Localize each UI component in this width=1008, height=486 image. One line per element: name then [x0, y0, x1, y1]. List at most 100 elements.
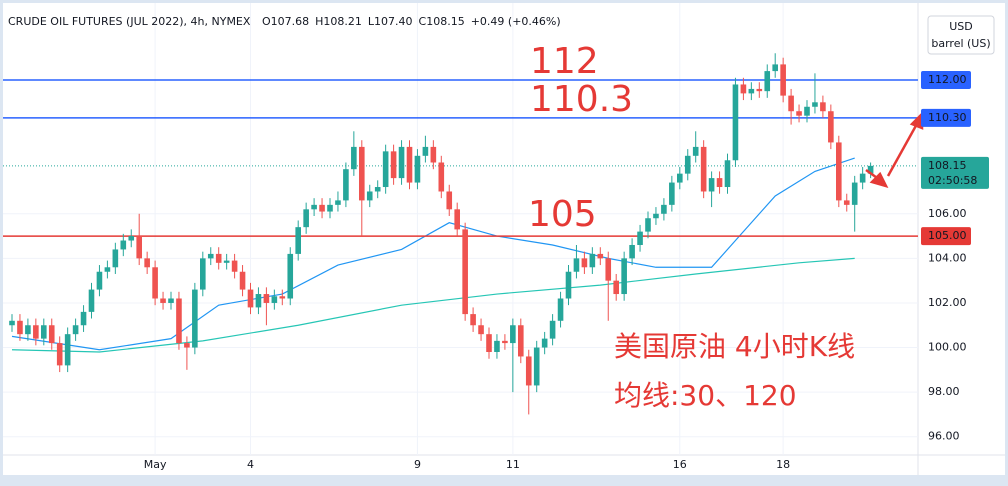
- candle-body: [525, 356, 532, 386]
- price-badge-label: 105.00: [928, 229, 967, 242]
- candle-body: [589, 253, 596, 268]
- candle-body: [311, 204, 317, 210]
- candle-body: [88, 289, 95, 312]
- candle-body: [359, 146, 365, 201]
- candle-body: [764, 71, 771, 92]
- y-tick-label: 106.00: [928, 207, 967, 220]
- candle-body: [510, 325, 516, 344]
- candle-body: [549, 320, 556, 339]
- candle-body: [382, 151, 389, 188]
- y-tick-label: 96.00: [928, 430, 960, 443]
- candle-body: [692, 146, 699, 156]
- candle-body: [462, 229, 468, 315]
- moving-average: [11, 257, 855, 353]
- candle-body: [637, 231, 643, 245]
- ohlc-value: L107.40: [368, 15, 413, 28]
- candle-body: [780, 64, 786, 96]
- candle-body: [80, 311, 87, 326]
- candle-body: [748, 88, 755, 94]
- chart-panel: [3, 3, 1005, 475]
- candle-body: [398, 146, 405, 179]
- last-price-label: 108.15: [928, 159, 967, 172]
- annotation: 美国原油 4小时K线: [614, 330, 855, 363]
- price-badge: [921, 71, 971, 90]
- candle-body: [740, 84, 747, 94]
- candle-body: [303, 209, 309, 228]
- candle-body: [215, 253, 222, 263]
- candle-body: [573, 258, 580, 272]
- candle-body: [271, 296, 278, 303]
- candle-body: [557, 298, 564, 321]
- candle-body: [867, 165, 874, 174]
- price-badge-label: 110.30: [928, 111, 967, 124]
- candle-body: [144, 258, 150, 268]
- candle-body: [756, 88, 763, 92]
- candle-body: [351, 146, 357, 170]
- arrow: [886, 121, 920, 177]
- candle-body: [192, 289, 198, 348]
- candle-body: [708, 178, 715, 192]
- candle-body: [533, 347, 540, 386]
- candle-body: [9, 320, 15, 326]
- annotation: 112: [530, 41, 599, 82]
- candle-body: [96, 271, 103, 290]
- candle-body: [343, 169, 349, 201]
- candle-body: [48, 325, 55, 344]
- candle-body: [279, 296, 286, 299]
- candle-body: [541, 338, 548, 348]
- candle-body: [422, 146, 429, 156]
- unit-box[interactable]: [927, 15, 995, 55]
- candle-body: [653, 213, 659, 219]
- candle-body: [406, 146, 413, 183]
- candle-body: [812, 102, 818, 107]
- candle-body: [518, 325, 524, 357]
- currency: USD: [949, 20, 973, 33]
- candle-body: [41, 325, 47, 339]
- candle-body: [184, 343, 190, 348]
- candle-body: [200, 258, 206, 290]
- candle-body: [430, 146, 437, 163]
- candle-body: [820, 102, 826, 112]
- y-tick-label: 104.00: [928, 251, 967, 264]
- candle-body: [255, 294, 262, 308]
- arrow-head: [869, 171, 889, 188]
- candle-body: [231, 260, 238, 272]
- candle-body: [645, 218, 651, 232]
- x-tick-label: May: [144, 458, 167, 471]
- candle-body: [700, 146, 707, 192]
- candle-body: [621, 258, 627, 295]
- arrows: [865, 110, 924, 188]
- candle-body: [327, 204, 333, 212]
- candle-body: [366, 191, 373, 201]
- candle-body: [669, 182, 675, 205]
- candle-body: [724, 160, 731, 188]
- candle-body: [414, 155, 421, 183]
- price-badge-label: 112.00: [928, 73, 967, 86]
- candle-body: [661, 204, 667, 214]
- candle-body: [494, 340, 500, 353]
- candle-body: [390, 151, 397, 179]
- x-tick-label: 9: [414, 458, 421, 471]
- candle-body: [112, 249, 119, 268]
- candle-body: [732, 84, 739, 161]
- y-tick-label: 100.00: [928, 341, 967, 354]
- candle-body: [796, 111, 802, 116]
- candle-body: [772, 64, 778, 72]
- candle-body: [207, 253, 214, 259]
- candle-body: [295, 227, 301, 254]
- candle-body: [168, 298, 174, 303]
- y-tick-label: 98.00: [928, 385, 960, 398]
- candle-body: [56, 343, 63, 366]
- candle-body: [605, 258, 612, 281]
- candle-body: [335, 200, 341, 205]
- candle-body: [120, 240, 127, 250]
- candle-body: [287, 253, 294, 299]
- candle-body: [33, 325, 39, 339]
- candle-body: [486, 334, 492, 353]
- candle-body: [565, 271, 572, 299]
- candle-body: [374, 187, 381, 192]
- candle-body: [438, 162, 445, 192]
- annotation: 105: [528, 194, 597, 235]
- annotation: 均线:30、120: [614, 379, 797, 412]
